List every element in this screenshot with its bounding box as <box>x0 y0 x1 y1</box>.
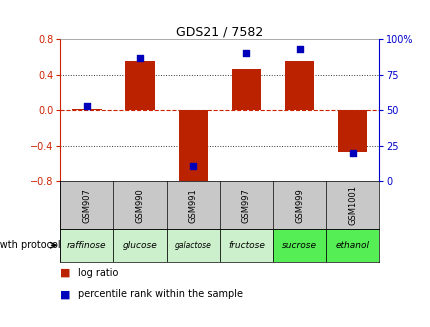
Point <box>83 103 90 109</box>
Title: GDS21 / 7582: GDS21 / 7582 <box>176 25 263 38</box>
Bar <box>231 69 261 111</box>
Text: ethanol: ethanol <box>335 241 369 250</box>
Bar <box>113 229 166 262</box>
Bar <box>219 229 272 262</box>
Point <box>295 46 302 52</box>
Bar <box>178 111 207 187</box>
Text: raffinose: raffinose <box>67 241 106 250</box>
Point <box>189 163 196 168</box>
Text: GSM997: GSM997 <box>241 188 250 223</box>
Text: percentile rank within the sample: percentile rank within the sample <box>77 289 242 299</box>
Text: GSM907: GSM907 <box>82 188 91 223</box>
Bar <box>72 109 101 111</box>
Text: ■: ■ <box>60 289 71 299</box>
Bar <box>272 229 326 262</box>
Text: log ratio: log ratio <box>77 268 118 278</box>
Bar <box>326 229 378 262</box>
Text: ■: ■ <box>60 268 71 278</box>
Text: GSM991: GSM991 <box>188 188 197 223</box>
Bar <box>125 60 154 111</box>
Point <box>243 51 249 56</box>
Bar <box>60 229 113 262</box>
Text: growth protocol: growth protocol <box>0 240 60 250</box>
Text: galactose: galactose <box>175 241 211 250</box>
Bar <box>166 229 219 262</box>
Text: fructose: fructose <box>227 241 264 250</box>
Text: GSM990: GSM990 <box>135 188 144 223</box>
Text: glucose: glucose <box>123 241 157 250</box>
Text: GSM999: GSM999 <box>295 188 303 223</box>
Point <box>348 150 355 156</box>
Text: sucrose: sucrose <box>281 241 316 250</box>
Bar <box>284 60 313 111</box>
Bar <box>337 111 366 152</box>
Point <box>136 55 143 60</box>
Text: GSM1001: GSM1001 <box>347 185 356 225</box>
